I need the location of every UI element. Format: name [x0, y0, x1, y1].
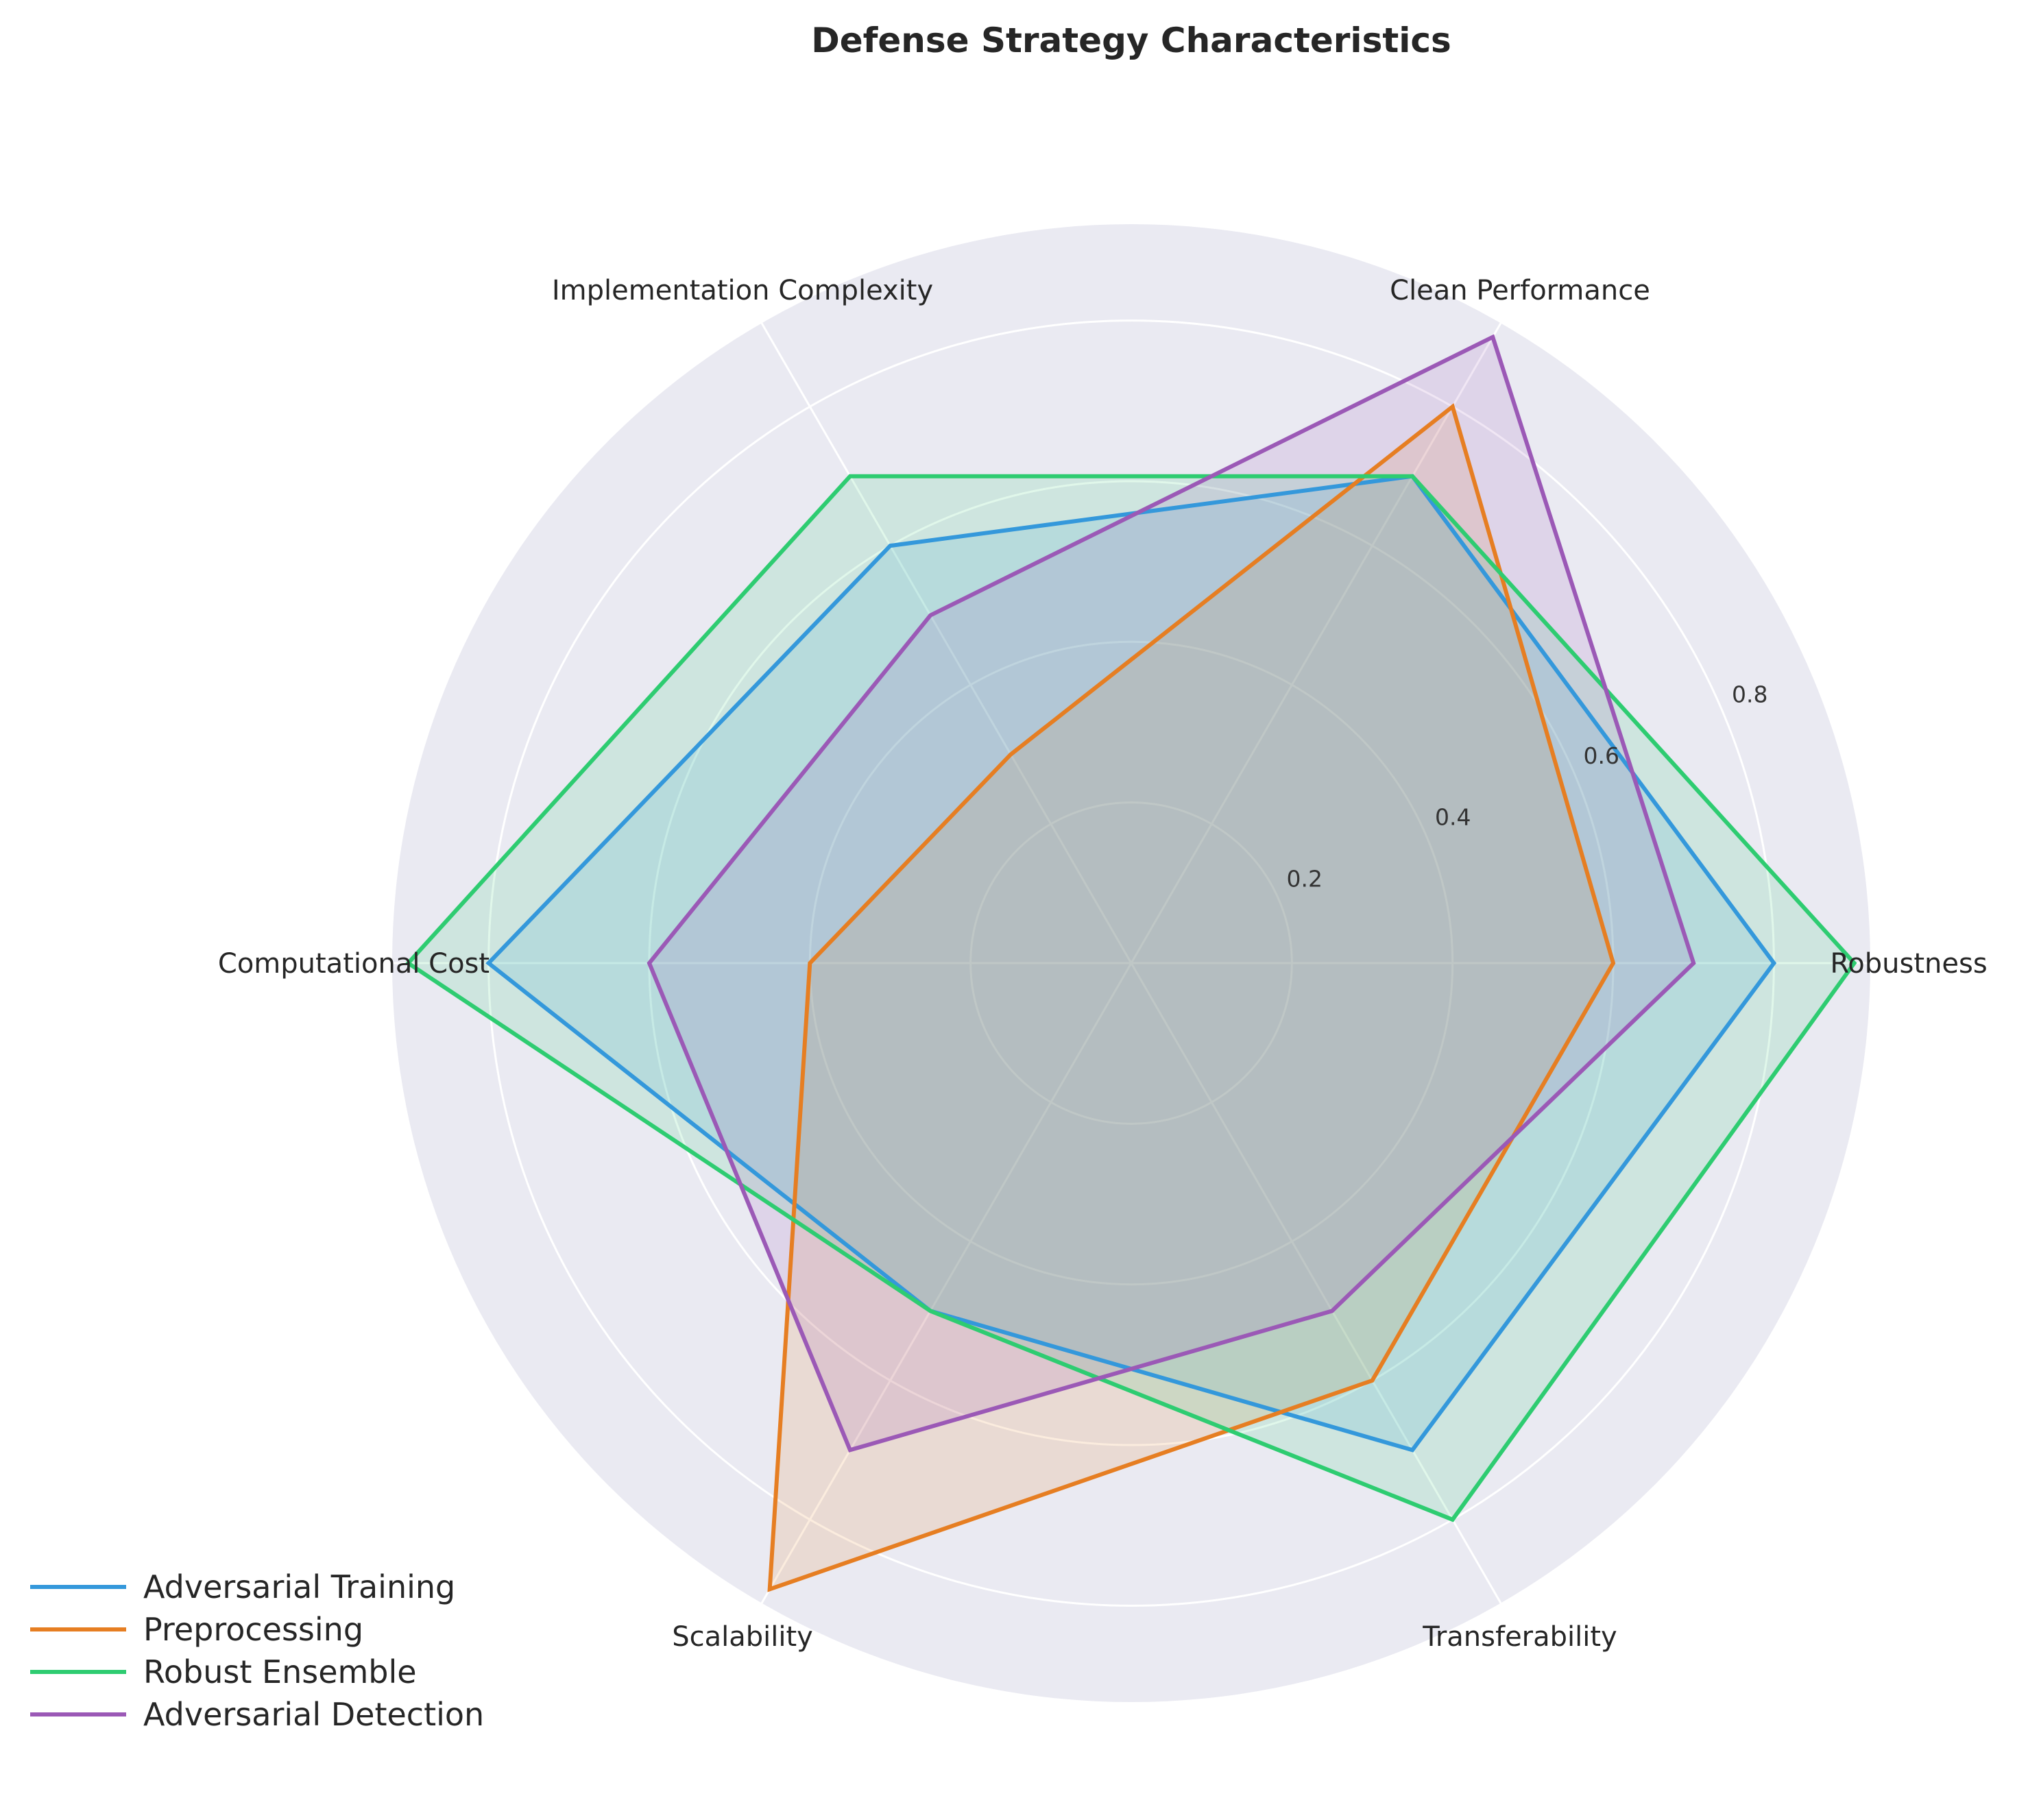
radial-tick-label: 0.2	[1287, 865, 1323, 892]
line-preprocessing	[767, 403, 1616, 1592]
category-label-transferability: Transferability	[1422, 1621, 1617, 1653]
area-adversarial-training	[488, 476, 1774, 1451]
category-label-robustness: Robustness	[1830, 948, 1987, 980]
area-adversarial-detection	[649, 337, 1694, 1451]
series-areas	[408, 337, 1855, 1590]
legend-label-adversarial-training: Adversarial Training	[143, 1568, 455, 1605]
category-label-implementation-complexity: Implementation Complexity	[552, 275, 933, 306]
series-lines	[405, 334, 1857, 1592]
spoke-implementation-complexity	[760, 322, 1133, 964]
legend: Adversarial Training Preprocessing Robust …	[30, 1568, 484, 1733]
radial-tick-labels: 0.2 0.4 0.6 0.8	[1287, 681, 1768, 892]
radial-tick-label: 0.8	[1732, 681, 1767, 707]
legend-label-adversarial-detection: Adversarial Detection	[143, 1696, 484, 1733]
chart-title: Defense Strategy Characteristics	[811, 21, 1451, 60]
legend-label-preprocessing: Preprocessing	[143, 1611, 363, 1648]
category-label-scalability: Scalability	[672, 1621, 813, 1653]
line-robust-ensemble	[405, 474, 1857, 1522]
legend-label-robust-ensemble: Robust Ensemble	[143, 1653, 417, 1690]
spoke-scalability	[760, 962, 1133, 1604]
radial-tick-label: 0.4	[1435, 804, 1471, 831]
category-label-computational-cost: Computational Cost	[218, 948, 490, 980]
spoke-transferability	[1130, 962, 1502, 1604]
spoke-clean-performance	[1130, 322, 1502, 964]
area-preprocessing	[769, 407, 1613, 1590]
line-adversarial-detection	[647, 334, 1696, 1453]
category-labels: Robustness Clean Performance Implementatio…	[218, 275, 1988, 1653]
area-robust-ensemble	[408, 476, 1855, 1520]
category-label-clean-performance: Clean Performance	[1390, 275, 1650, 306]
radial-tick-label: 0.6	[1584, 742, 1619, 769]
